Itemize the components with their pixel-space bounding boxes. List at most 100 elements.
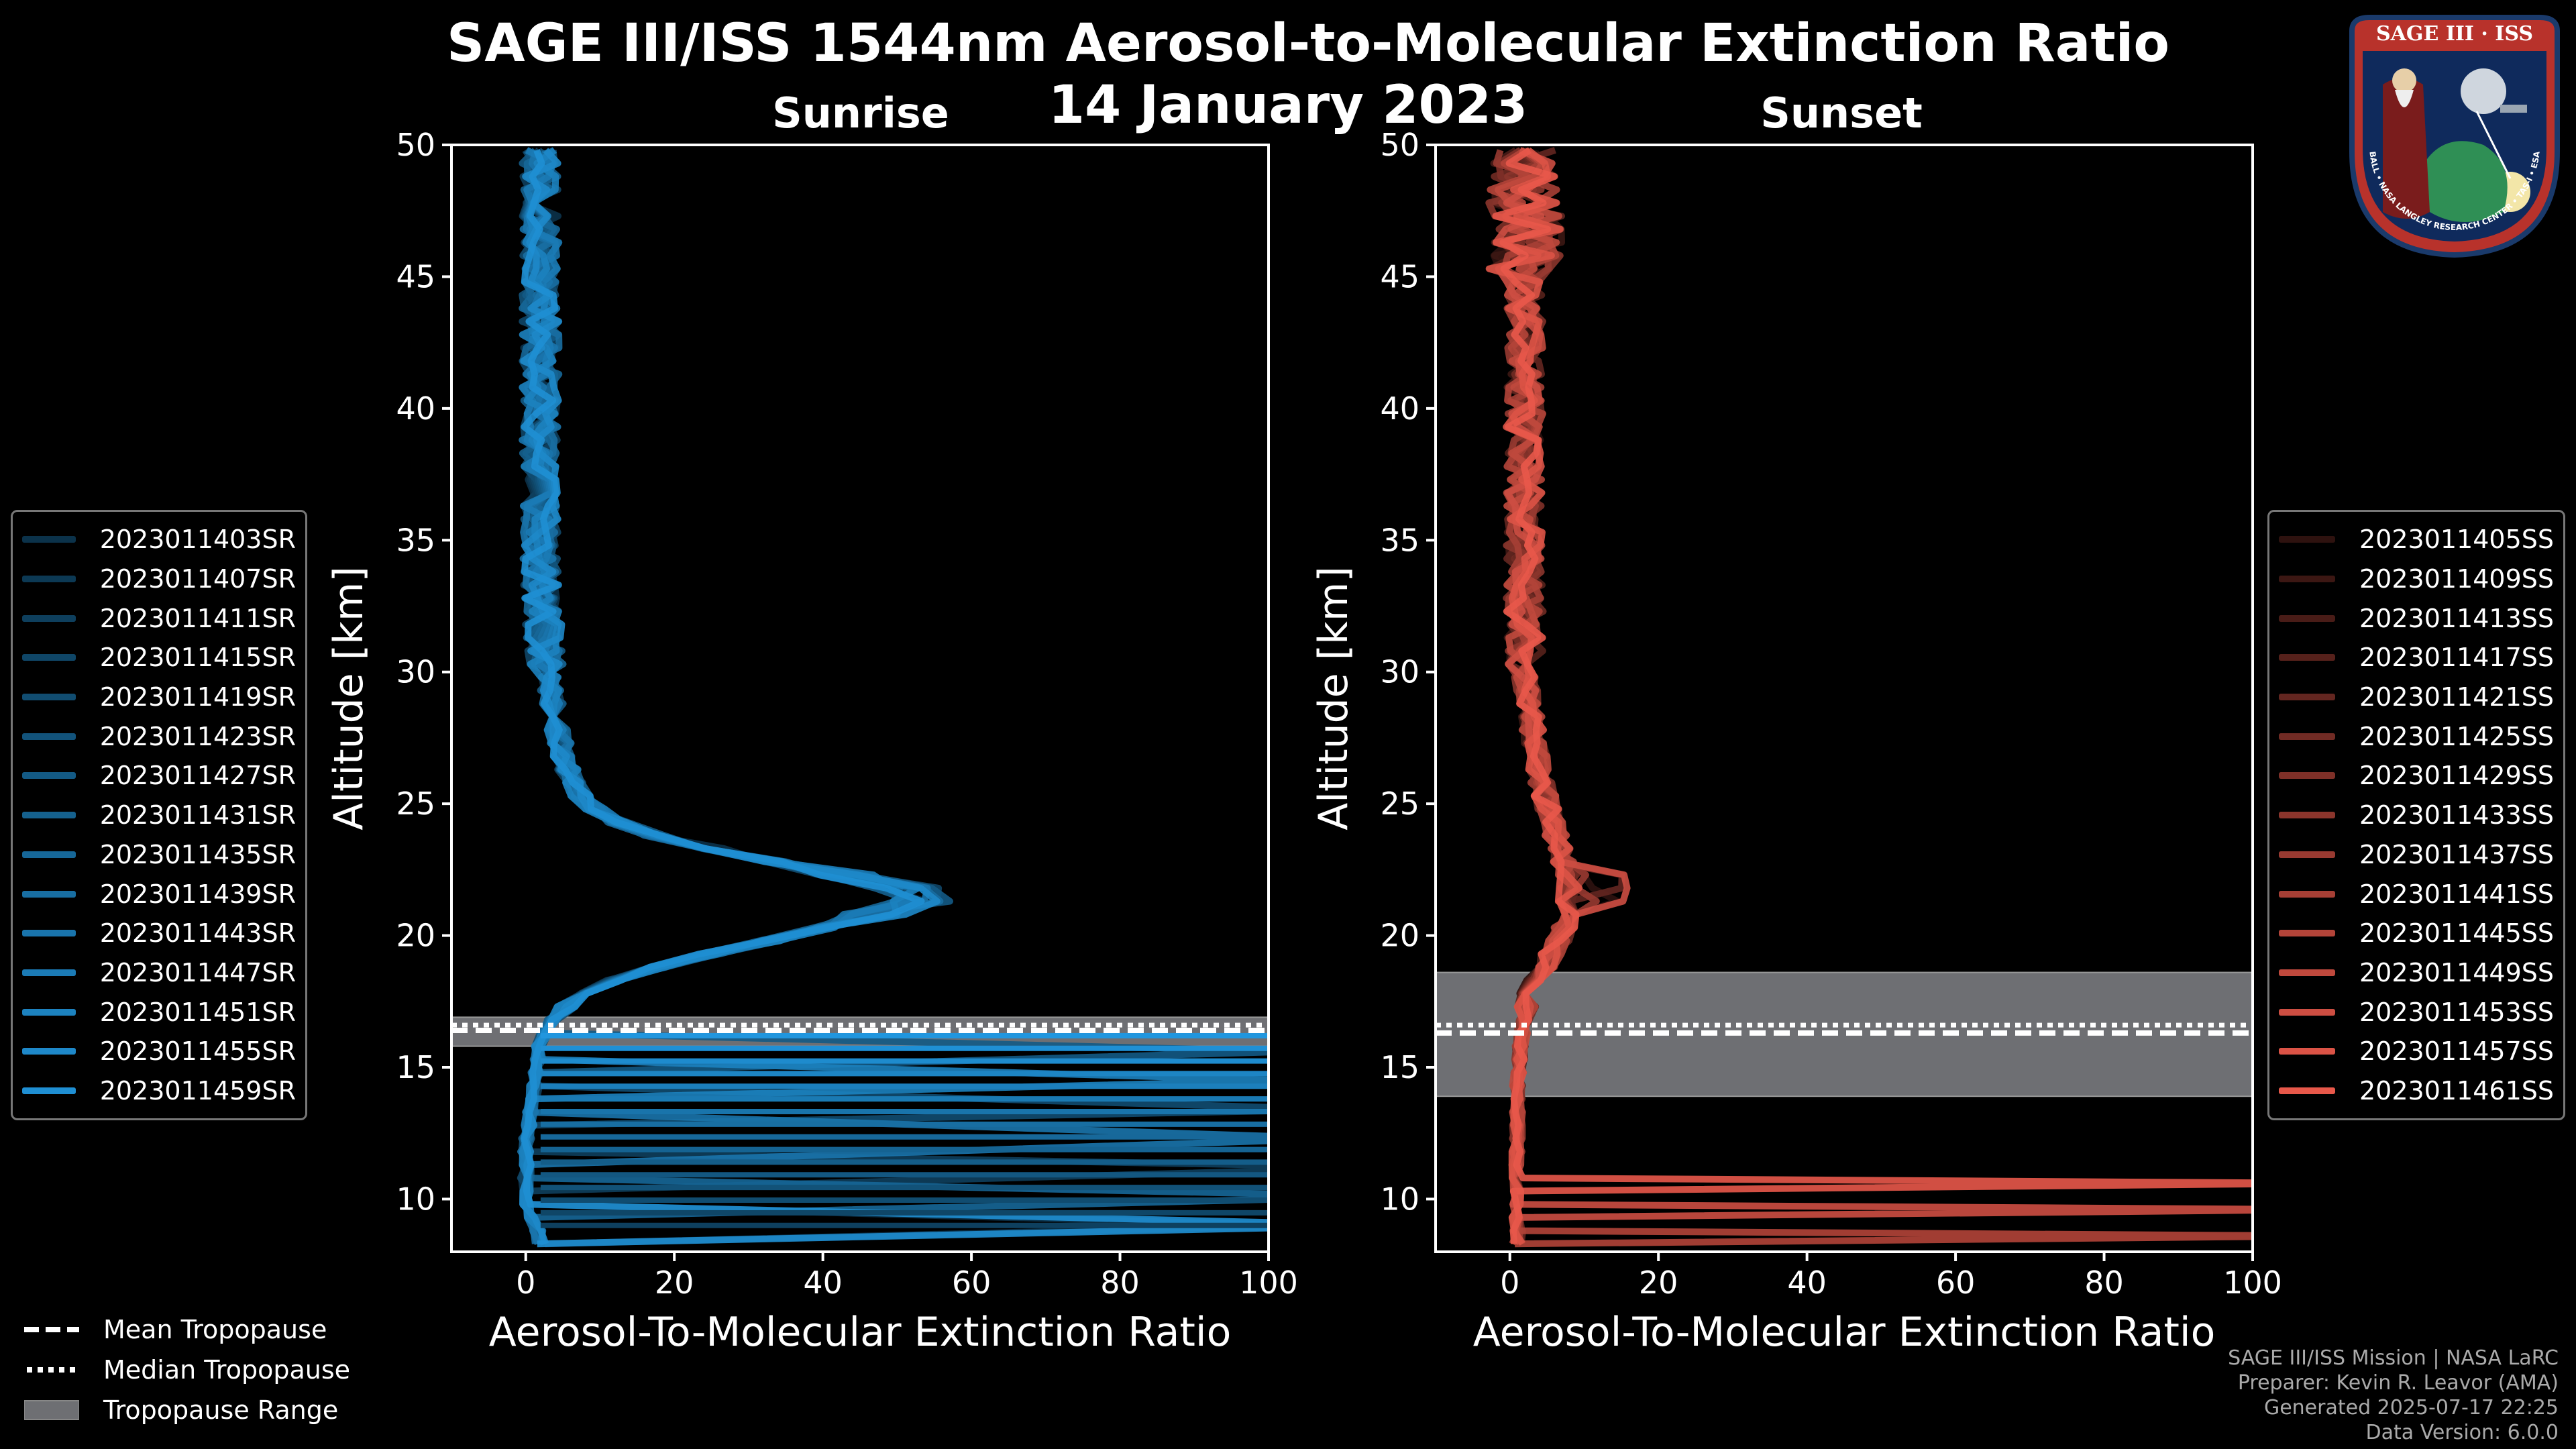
sunset-panel: 0 20 40 60 80 100 10 15 20 25 30 35 40 45 50 Aerosol-To… [1310, 127, 2282, 1356]
credit-line: Generated 2025-07-17 22:25 [2263, 1396, 2559, 1419]
x-tick-label: 40 [1787, 1265, 1827, 1301]
legend-item: 2023011441SS [2279, 874, 2554, 914]
legend-label: 2023011457SS [2359, 1036, 2554, 1067]
legend-item: 2023011433SS [2279, 796, 2554, 835]
legend-label: 2023011451SR [99, 997, 296, 1027]
legend-item: 2023011457SS [2279, 1032, 2554, 1071]
y-tick-label: 20 [1380, 918, 1419, 954]
legend-label: 2023011409SS [2359, 564, 2554, 594]
chart-title: SAGE III/ISS 1544nm Aerosol-to-Molecular… [447, 13, 2169, 74]
sage-iii-iss-logo: SAGE III · ISS BALL • NASA LANGLEY RESEA… [2349, 15, 2560, 258]
x-tick-label: 100 [1239, 1265, 1298, 1301]
legend-item: 2023011449SS [2279, 953, 2554, 993]
legend-item: 2023011437SS [2279, 835, 2554, 875]
y-tick-label: 50 [396, 127, 435, 163]
y-tick-label: 25 [396, 786, 435, 822]
x-tick-label: 100 [2223, 1265, 2282, 1301]
legend-item: 2023011459SR [22, 1071, 296, 1111]
legend-swatch [22, 851, 76, 858]
legend-label: 2023011421SS [2359, 682, 2554, 712]
legend-item: 2023011427SR [22, 756, 296, 796]
legend-item: 2023011411SR [22, 598, 296, 638]
legend-item: 2023011421SS [2279, 678, 2554, 717]
legend-label: 2023011413SS [2359, 603, 2554, 633]
legend-item: 2023011447SR [22, 953, 296, 993]
y-tick-label: 45 [1380, 258, 1419, 294]
plot-area [1436, 147, 2253, 1248]
y-tick-label: 10 [396, 1181, 435, 1217]
series-line-2023011455SR [519, 148, 941, 1245]
legend-label: 2023011449SS [2359, 957, 2554, 987]
logo-top-text: SAGE III · ISS [2376, 22, 2533, 46]
y-tick-label: 40 [396, 390, 435, 427]
legend-tropopause-range: Tropopause Range [24, 1390, 350, 1430]
dashed-line-swatch [24, 1327, 79, 1332]
legend-label: Tropopause Range [103, 1395, 339, 1425]
plot-area [451, 147, 1269, 1248]
legend-item: 2023011423SR [22, 716, 296, 756]
legend-label: 2023011435SR [99, 839, 296, 869]
legend-swatch [22, 654, 76, 661]
y-tick-label: 50 [1380, 127, 1419, 163]
legend-item: 2023011425SS [2279, 716, 2554, 756]
legend-swatch [22, 772, 76, 780]
legend-label: 2023011459SR [99, 1075, 296, 1106]
series-line-2023011447SR [519, 147, 912, 1245]
legend-item: 2023011435SR [22, 835, 296, 875]
legend-swatch [22, 694, 76, 701]
sunrise-title: Sunrise [772, 89, 949, 138]
y-axis-label: Altitude [km] [1310, 566, 1357, 830]
y-tick-label: 20 [396, 918, 435, 954]
legend-swatch [22, 969, 76, 976]
legend-item: 2023011443SR [22, 914, 296, 953]
legend-swatch [2279, 614, 2335, 622]
x-axis-label: Aerosol-To-Molecular Extinction Ratio [489, 1309, 1232, 1356]
legend-item: 2023011431SR [22, 796, 296, 835]
legend-item: 2023011407SR [22, 559, 296, 599]
legend-label: 2023011437SS [2359, 839, 2554, 869]
y-tick-label: 30 [1380, 654, 1419, 690]
legend-label: 2023011429SS [2359, 761, 2554, 791]
credit-line: Data Version: 6.0.0 [2365, 1421, 2559, 1444]
legend-label: 2023011415SR [99, 643, 296, 673]
y-tick-label: 35 [1380, 522, 1419, 558]
legend-label: 2023011411SR [99, 603, 296, 633]
series-line-2023011451SR [519, 147, 1269, 1244]
legend-swatch [2279, 536, 2335, 543]
legend-item: 2023011445SS [2279, 914, 2554, 953]
legend-label: Median Tropopause [103, 1355, 350, 1385]
x-tick-label: 0 [516, 1265, 535, 1301]
legend-swatch [2279, 694, 2335, 701]
legend-median-tropopause: Median Tropopause [24, 1350, 350, 1390]
y-tick-label: 30 [396, 654, 435, 690]
x-tick-label: 40 [803, 1265, 843, 1301]
series-line-2023011431SR [519, 147, 916, 1246]
legend-item: 2023011405SS [2279, 520, 2554, 559]
legend-label: 2023011439SR [99, 879, 296, 909]
legend-label: 2023011427SR [99, 761, 296, 791]
y-tick-label: 25 [1380, 786, 1419, 822]
legend-swatch [2279, 1087, 2335, 1094]
credit-line: Preparer: Kevin R. Leavor (AMA) [2237, 1371, 2559, 1395]
legend-swatch [22, 890, 76, 898]
sunrise-panel: 0 20 40 60 80 100 10 15 20 25 30 35 40 45 50 Aerosol-To… [325, 127, 1298, 1356]
legend-label: 2023011425SS [2359, 721, 2554, 751]
legend-label: 2023011407SR [99, 564, 296, 594]
chart-date: 14 January 2023 [1048, 75, 1528, 136]
y-tick-label: 15 [396, 1049, 435, 1085]
legend-swatch [22, 1008, 76, 1016]
series-line-2023011439SR [517, 149, 944, 1244]
legend-label: 2023011441SS [2359, 879, 2554, 909]
x-tick-label: 0 [1500, 1265, 1519, 1301]
legend-swatch [22, 1087, 76, 1094]
legend-item: 2023011461SS [2279, 1071, 2554, 1111]
legend-item: 2023011419SR [22, 678, 296, 717]
legend-label: 2023011431SR [99, 800, 296, 830]
y-axis-label: Altitude [km] [325, 566, 372, 830]
legend-swatch [22, 733, 76, 740]
legend-swatch [22, 812, 76, 819]
legend-item: 2023011409SS [2279, 559, 2554, 599]
legend-swatch [2279, 969, 2335, 976]
credits: SAGE III/ISS Mission | NASA LaRC Prepare… [2228, 1346, 2559, 1445]
